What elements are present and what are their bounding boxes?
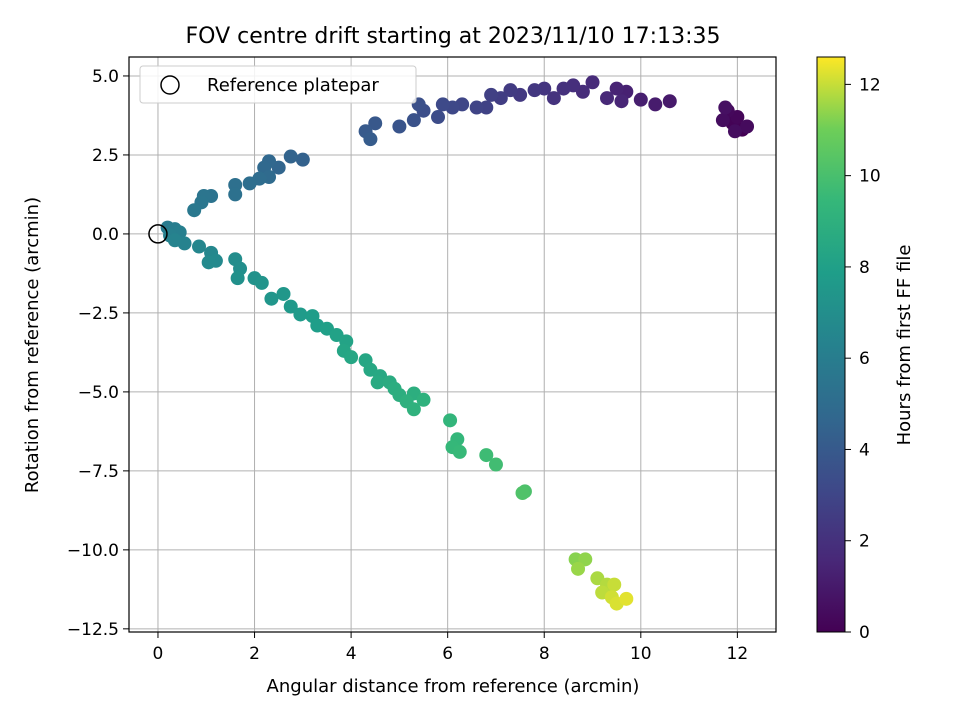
data-point [727, 124, 742, 139]
data-points [160, 75, 755, 611]
data-point [484, 87, 499, 102]
y-tick-label: −10.0 [67, 541, 119, 561]
data-point [228, 187, 243, 202]
colorbar-ticks: 0 2 4 6 8 10 12 [845, 75, 881, 643]
data-point [662, 94, 677, 109]
colorbar-tick-label: 6 [859, 349, 870, 369]
y-tick-label: 2.5 [92, 146, 119, 166]
legend: Reference platepar [139, 65, 417, 104]
data-point [283, 149, 298, 164]
x-tick-label: 12 [727, 644, 749, 664]
colorbar-tick-label: 10 [859, 167, 881, 187]
data-point [293, 307, 308, 322]
y-tick-label: −12.5 [67, 620, 119, 640]
data-point [571, 561, 586, 576]
x-tick-label: 6 [442, 644, 453, 664]
data-point [283, 299, 298, 314]
data-point [633, 92, 648, 107]
data-point [368, 116, 383, 131]
data-point [515, 485, 530, 500]
data-point [556, 81, 571, 96]
colorbar-label: Hours from first FF file [894, 245, 915, 446]
data-point [363, 132, 378, 147]
colorbar-tick-label: 8 [859, 258, 870, 278]
x-axis-label: Angular distance from reference (arcmin) [267, 676, 640, 697]
data-point [488, 457, 503, 472]
legend-marker-icon [160, 75, 180, 95]
data-point [230, 271, 245, 286]
data-point [469, 100, 484, 115]
data-point [600, 91, 615, 106]
data-point [264, 291, 279, 306]
y-tick-label: 0.0 [92, 225, 119, 245]
x-tick-label: 2 [249, 644, 260, 664]
data-point [648, 97, 663, 112]
data-point [254, 275, 269, 290]
data-point [607, 577, 622, 592]
legend-label: Reference platepar [207, 75, 379, 96]
data-point [344, 350, 359, 365]
y-axis-label: Rotation from reference (arcmin) [22, 197, 43, 493]
colorbar-tick-label: 0 [859, 623, 870, 643]
reference-platepar-marker [148, 224, 168, 244]
data-point [452, 444, 467, 459]
legend-box [139, 65, 417, 104]
data-point [201, 255, 216, 270]
y-tick-label: −5.0 [78, 383, 119, 403]
chart-title: FOV centre drift starting at 2023/11/10 … [186, 24, 721, 49]
data-point [167, 233, 182, 248]
data-point [527, 83, 542, 98]
data-point [370, 375, 385, 390]
x-tick-label: 0 [153, 644, 164, 664]
data-point [406, 113, 421, 128]
colorbar-tick-label: 12 [859, 75, 881, 95]
data-point [416, 392, 431, 407]
data-point [276, 286, 291, 301]
data-point [406, 402, 421, 417]
data-point [546, 91, 561, 106]
plot-frame [128, 56, 777, 633]
colorbar-tick-label: 2 [859, 532, 870, 552]
y-axis-ticks: 5.0 2.5 0.0 −2.5 −5.0 −7.5 −10.0 −12.5 [67, 67, 129, 640]
colorbar-tick-label: 4 [859, 440, 870, 460]
colorbar [816, 56, 846, 633]
data-point [192, 239, 207, 254]
data-point [715, 113, 730, 128]
y-tick-label: −7.5 [78, 462, 119, 482]
data-point [619, 591, 634, 606]
x-tick-label: 4 [346, 644, 357, 664]
data-point [585, 75, 600, 90]
x-tick-label: 10 [630, 644, 652, 664]
data-point [479, 100, 494, 115]
grid [129, 57, 776, 632]
data-point [503, 83, 518, 98]
y-tick-label: 5.0 [92, 67, 119, 87]
data-point [609, 81, 624, 96]
data-point [295, 152, 310, 167]
data-point [479, 448, 494, 463]
data-point [392, 119, 407, 134]
data-point [435, 97, 450, 112]
x-tick-label: 8 [539, 644, 550, 664]
data-point [740, 119, 755, 134]
y-tick-label: −2.5 [78, 304, 119, 324]
data-point [187, 203, 202, 218]
data-point [431, 110, 446, 125]
data-point [242, 176, 257, 191]
data-point [718, 100, 733, 115]
data-point [578, 552, 593, 567]
x-axis-ticks: 0 2 4 6 8 10 12 [153, 632, 749, 664]
data-point [443, 413, 458, 428]
data-point [614, 94, 629, 109]
